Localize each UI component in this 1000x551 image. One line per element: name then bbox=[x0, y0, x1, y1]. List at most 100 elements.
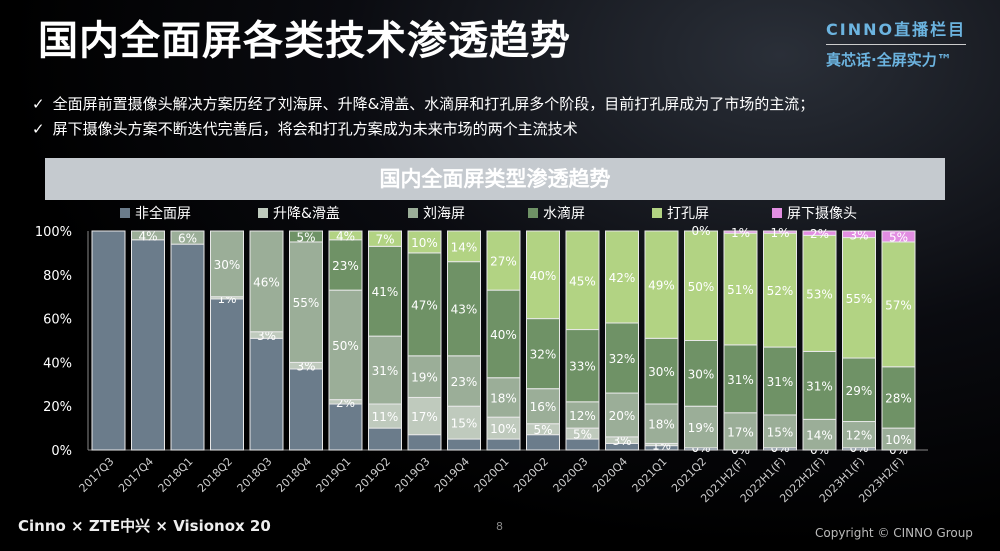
data-label: 10% bbox=[411, 236, 438, 250]
legend-label: 屏下摄像头 bbox=[787, 206, 857, 222]
brand-block: CINNO直播栏目 真芯话·全屏实力™ bbox=[826, 16, 967, 70]
data-label: 1% bbox=[770, 226, 789, 240]
data-label: 3% bbox=[257, 329, 276, 343]
bar-segment bbox=[486, 289, 521, 379]
bar-segment bbox=[565, 401, 600, 429]
y-tick-label: 100% bbox=[35, 225, 72, 240]
data-label: 5% bbox=[889, 230, 908, 244]
bar-segment bbox=[605, 230, 639, 324]
data-label: 3% bbox=[849, 228, 868, 242]
bar-segment bbox=[368, 403, 402, 429]
bar-segment bbox=[407, 355, 442, 398]
bar-segment bbox=[684, 230, 718, 341]
bullet-item: ✓ 屏下摄像头方案不断迭代完善后，将会和打孔方案成为未来市场的两个主流技术 bbox=[32, 117, 814, 142]
x-tick-label: 2017Q3 bbox=[77, 455, 117, 495]
bar-segment bbox=[289, 230, 323, 243]
y-tick-label: 20% bbox=[43, 400, 72, 415]
bar-segment bbox=[447, 355, 481, 407]
bar-segment bbox=[763, 232, 797, 348]
bar-segment bbox=[486, 230, 521, 291]
bar-segment bbox=[763, 346, 797, 416]
bar-segment bbox=[723, 230, 758, 234]
data-label: 29% bbox=[846, 384, 873, 398]
data-label: 31% bbox=[727, 373, 754, 387]
data-label: 3% bbox=[612, 434, 631, 448]
data-label: 19% bbox=[688, 421, 715, 435]
y-tick-label: 0% bbox=[51, 444, 72, 459]
data-label: 5% bbox=[573, 428, 592, 442]
bar-segment bbox=[249, 337, 284, 451]
bar-segment bbox=[368, 230, 402, 247]
data-label: 43% bbox=[451, 303, 478, 317]
data-label: 2% bbox=[810, 227, 829, 241]
legend-swatch bbox=[120, 208, 130, 218]
data-label: 3% bbox=[296, 360, 315, 374]
data-label: 50% bbox=[688, 280, 715, 294]
legend-swatch bbox=[528, 208, 538, 218]
data-label: 30% bbox=[688, 367, 715, 381]
data-label: 31% bbox=[767, 375, 794, 389]
x-tick-label: 2018Q1 bbox=[156, 455, 196, 495]
bar-segment bbox=[723, 232, 758, 346]
bar-segment bbox=[289, 241, 323, 363]
data-label: 33% bbox=[569, 360, 596, 374]
data-label: 53% bbox=[806, 287, 833, 301]
partner-logos: Cinno × ZTE中兴 × Visionox 20 bbox=[18, 517, 271, 535]
page-number: 8 bbox=[496, 520, 503, 533]
bar-segment bbox=[644, 230, 679, 339]
x-tick-label: 2020Q1 bbox=[472, 455, 512, 495]
data-label: 32% bbox=[609, 352, 636, 366]
data-label: 6% bbox=[178, 232, 197, 246]
slide-title: 国内全面屏各类技术渗透趋势 bbox=[38, 18, 571, 64]
bar-segment bbox=[447, 230, 481, 263]
legend-label: 刘海屏 bbox=[423, 206, 465, 222]
bullet-text: 屏下摄像头方案不断迭代完善后，将会和打孔方案成为未来市场的两个主流技术 bbox=[52, 120, 578, 138]
bar-segment bbox=[565, 230, 600, 331]
bar-segment bbox=[802, 230, 837, 236]
data-label: 5% bbox=[296, 230, 315, 244]
bar-segment bbox=[170, 230, 205, 245]
check-icon: ✓ bbox=[32, 120, 45, 138]
bar-segment bbox=[802, 234, 837, 352]
legend-swatch bbox=[408, 208, 418, 218]
bar-segment bbox=[842, 421, 876, 449]
data-label: 50% bbox=[332, 339, 359, 353]
data-label: 4% bbox=[336, 229, 355, 243]
bar-segment bbox=[684, 340, 718, 407]
brand-line1: CINNO直播栏目 bbox=[826, 16, 967, 45]
data-label: 27% bbox=[490, 255, 517, 269]
data-label: 5% bbox=[533, 423, 552, 437]
data-label: 51% bbox=[727, 283, 754, 297]
legend-label: 水滴屏 bbox=[543, 205, 585, 222]
legend-label: 升降&滑盖 bbox=[273, 205, 340, 222]
bar-segment bbox=[170, 243, 205, 451]
legend-swatch bbox=[652, 208, 662, 218]
x-tick-label: 2020Q3 bbox=[551, 455, 591, 495]
data-label: 42% bbox=[609, 271, 636, 285]
data-label: 1% bbox=[731, 226, 750, 240]
bar-segment bbox=[842, 230, 876, 239]
bar-segment bbox=[447, 261, 481, 357]
bar-segment bbox=[802, 418, 837, 451]
data-label: 31% bbox=[806, 379, 833, 393]
data-label: 14% bbox=[451, 240, 478, 254]
legend-swatch bbox=[772, 208, 782, 218]
x-tick-label: 2021Q2 bbox=[669, 455, 709, 495]
data-label: 40% bbox=[530, 269, 557, 283]
bar-segment bbox=[407, 434, 442, 451]
bar-segment bbox=[605, 322, 639, 394]
legend-swatch bbox=[258, 208, 268, 218]
bar-segment bbox=[210, 298, 244, 451]
bar-segment bbox=[407, 396, 442, 436]
bar-segment bbox=[486, 377, 521, 418]
bar-segment bbox=[842, 237, 876, 359]
data-label: 7% bbox=[375, 233, 394, 247]
data-label: 30% bbox=[214, 258, 241, 272]
x-tick-label: 2018Q4 bbox=[274, 455, 314, 495]
bar-segment bbox=[763, 230, 797, 234]
bar-segment bbox=[328, 289, 363, 401]
y-tick-label: 80% bbox=[43, 269, 72, 284]
bar-segment bbox=[881, 230, 916, 243]
data-label: 31% bbox=[372, 364, 399, 378]
chart-title: 国内全面屏类型渗透趋势 bbox=[45, 158, 945, 200]
